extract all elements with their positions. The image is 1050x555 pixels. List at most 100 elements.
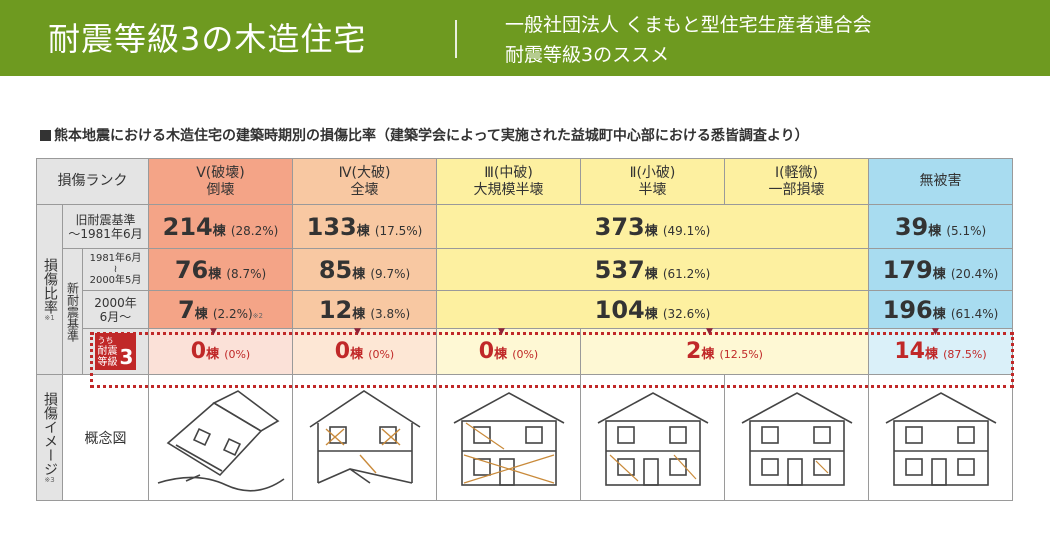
rank-iii: Ⅲ(中破): [484, 164, 533, 181]
unit: 棟: [928, 223, 942, 239]
count: 39: [894, 212, 929, 241]
unit: 棟: [194, 306, 208, 322]
image-no-damage: [868, 374, 1013, 501]
table-header-row: 損傷ランク Ⅴ(破壊) 倒壊 Ⅳ(大破) 全壊 Ⅲ(中破) 大規模半壊 Ⅱ(小破) 半壊…: [36, 158, 1013, 205]
image-collapsed: [148, 374, 293, 501]
row-label-new1-1: 1981年6月: [89, 253, 142, 264]
badge-prefix: うち: [97, 336, 114, 345]
count: 373: [594, 212, 645, 241]
caption-square-icon: [40, 130, 51, 141]
percent: (9.7%): [370, 266, 411, 281]
cell-new1-iv: 85棟 (9.7%): [292, 248, 437, 291]
percent: (3.8%): [370, 306, 411, 321]
intact-house-icon: [885, 391, 996, 486]
desc-none: 無被害: [919, 173, 962, 189]
col-header-none: 無被害: [868, 158, 1013, 205]
minor-damage-house-icon: [741, 391, 852, 486]
table-row-images: 損傷イメージ ※3 概念図: [36, 374, 1013, 501]
badge-number: 3: [119, 344, 134, 369]
cell-new2-iv: 12棟 (3.8%): [292, 290, 437, 329]
unit: 棟: [932, 306, 946, 322]
side-label-image: 損傷イメージ: [42, 391, 58, 476]
row-label-new1-2: 2000年5月: [89, 275, 142, 286]
percent: (0%): [368, 348, 395, 361]
count: 14: [894, 339, 925, 364]
unit: 棟: [352, 266, 366, 282]
desc-ii: 半壊: [638, 181, 667, 198]
page-subtitle: 耐震等級3のススメ: [505, 44, 670, 66]
unit: 棟: [644, 223, 658, 239]
page-title: 耐震等級3の木造住宅: [48, 20, 367, 58]
major-damage-house-icon: [453, 391, 564, 486]
percent: (61.2%): [662, 266, 711, 281]
percent: (17.5%): [374, 223, 423, 238]
tilde-glyph: ≀: [113, 264, 118, 275]
percent: (61.4%): [950, 306, 999, 321]
collapsed-house-icon: [157, 389, 284, 492]
image-note: ※3: [44, 475, 55, 484]
count: 7: [178, 295, 195, 324]
rank-ii: Ⅱ(小破): [629, 164, 676, 181]
count: 537: [594, 255, 645, 284]
badge-line2: 等級: [97, 357, 118, 368]
row-label-old-2: ～1981年6月: [68, 226, 143, 241]
side-label-ratio-cell: 損傷比率 ※1: [36, 204, 63, 375]
ratio-note: ※1: [44, 313, 55, 322]
col-header-ii: Ⅱ(小破) 半壊: [580, 158, 725, 205]
down-arrow-icon: ▼: [210, 327, 217, 337]
cell-grade3-v: 0棟 (0%): [148, 328, 293, 375]
new-std-label-cell: 新耐震基準: [62, 248, 83, 375]
percent: (5.1%): [946, 223, 987, 238]
unit: 棟: [356, 223, 370, 239]
count: 76: [174, 255, 209, 284]
rank-v: Ⅴ(破壊): [196, 164, 245, 181]
percent: (49.1%): [662, 223, 711, 238]
down-arrow-icon: ▼: [498, 327, 505, 337]
unit: 棟: [212, 223, 226, 239]
percent: (28.2%): [230, 223, 279, 238]
cell-new2-mid: 104棟 (32.6%): [436, 290, 869, 329]
table-row-old: 損傷比率 ※1 旧耐震基準 ～1981年6月 214棟 (28.2%) 133棟 (…: [36, 204, 1013, 375]
cell-new1-v: 76棟 (8.7%): [148, 248, 293, 291]
side-label-ratio: 損傷比率: [42, 257, 58, 314]
table-row-new2: 2000年 6月～ 7棟 (2.2%)※2 12棟 (3.8%) 104棟 (32…: [37, 290, 1013, 329]
row-label-new2-1: 2000年: [94, 295, 137, 310]
figure-caption: 熊本地震における木造住宅の建築時期別の損傷比率（建築学会によって実施された益城町…: [40, 125, 809, 145]
count: 104: [594, 295, 645, 324]
row-label-new2: 2000年 6月～: [82, 290, 149, 329]
count: 214: [162, 212, 213, 241]
down-arrow-icon: ▼: [706, 327, 713, 337]
percent: (2.2%): [212, 306, 253, 321]
badge-line1: 耐震: [97, 346, 118, 357]
desc-iii: 大規模半壊: [473, 181, 544, 198]
unit: 棟: [494, 347, 508, 362]
cell-old-none: 39棟 (5.1%): [868, 204, 1013, 249]
cell-grade3-iv: 0棟 (0%): [292, 328, 437, 375]
percent: (32.6%): [662, 306, 711, 321]
count: 0: [334, 339, 351, 364]
down-arrow-icon: ▼: [354, 327, 361, 337]
rank-i: Ⅰ(軽微): [774, 164, 819, 181]
count: 0: [190, 339, 207, 364]
count: 179: [882, 255, 933, 284]
cell-grade3-iii: 0棟 (0%): [436, 328, 581, 375]
down-arrow-icon: ▼: [932, 327, 939, 337]
unit: 棟: [924, 347, 938, 362]
percent: (0%): [512, 348, 539, 361]
count: 12: [318, 295, 353, 324]
table-row-new1: 新耐震基準 1981年6月 ≀ 2000年5月 76棟 (8.7%) 85棟 (9.…: [37, 248, 1013, 375]
figure-caption-text: 熊本地震における木造住宅の建築時期別の損傷比率（建築学会によって実施された益城町…: [54, 128, 809, 144]
unit: 棟: [644, 266, 658, 282]
cell-new1-none: 179棟 (20.4%): [868, 248, 1013, 291]
count: 133: [306, 212, 357, 241]
rank-iv: Ⅳ(大破): [338, 164, 391, 181]
unit: 棟: [932, 266, 946, 282]
new-std-label: 新耐震基準: [65, 281, 80, 342]
cell-new2-none: 196棟 (61.4%): [868, 290, 1013, 329]
image-major-damage: [436, 374, 581, 501]
unit: 棟: [644, 306, 658, 322]
col-header-v: Ⅴ(破壊) 倒壊: [148, 158, 293, 205]
count: 2: [686, 339, 702, 364]
image-destroyed: [292, 374, 437, 501]
table-row-grade3: うち 耐震 等級 3 0棟 (0%) 0棟 (0%) 0棟 (0%) 2棟 (12.5…: [37, 328, 1013, 375]
